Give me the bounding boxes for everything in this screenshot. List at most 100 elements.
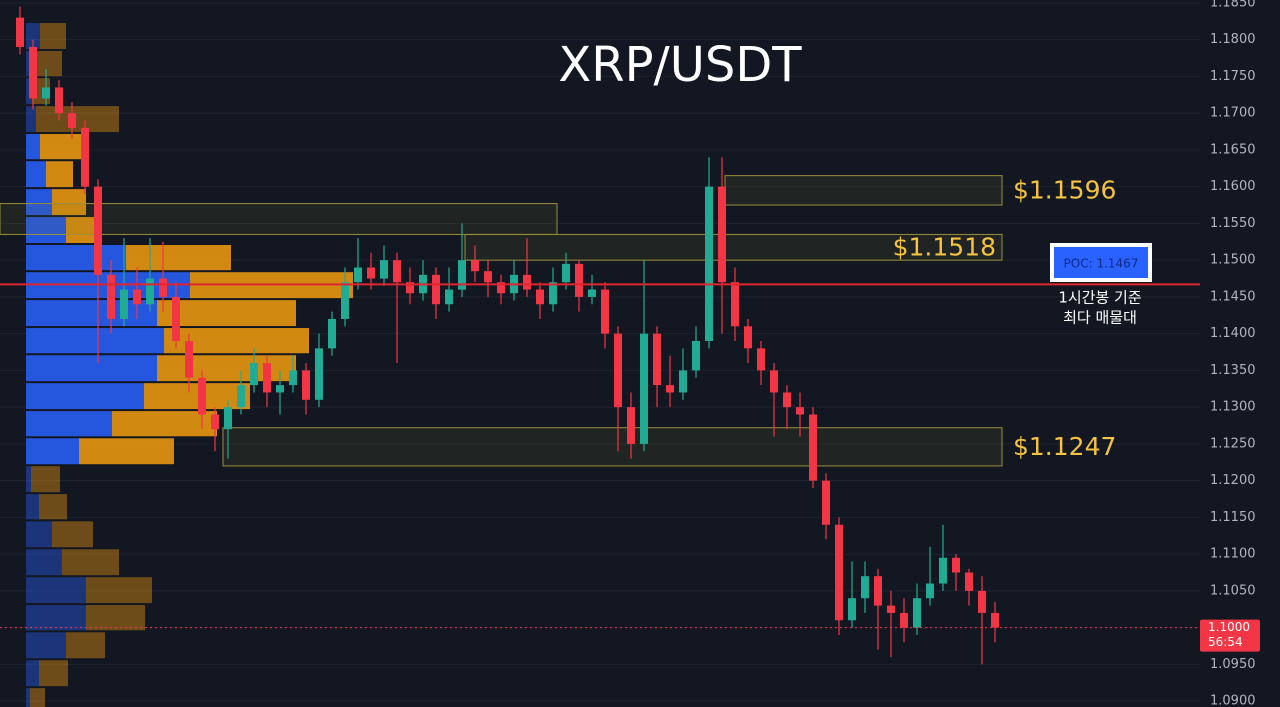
y-tick-label: 1.0950 bbox=[1210, 657, 1256, 672]
profile-sell bbox=[39, 494, 67, 520]
candle-body bbox=[120, 289, 128, 319]
candle-body bbox=[991, 612, 999, 628]
candle-body bbox=[536, 289, 544, 305]
candle-body bbox=[432, 274, 440, 305]
candle-body bbox=[718, 186, 726, 283]
y-tick-label: 1.1850 bbox=[1210, 0, 1256, 10]
candle-body bbox=[614, 333, 622, 408]
candle-body bbox=[861, 576, 869, 599]
candle-body bbox=[640, 333, 648, 444]
candle-body bbox=[315, 348, 323, 400]
profile-buy bbox=[26, 23, 40, 49]
y-tick-label: 1.1350 bbox=[1210, 363, 1256, 378]
profile-sell bbox=[36, 50, 62, 77]
y-tick-label: 1.1500 bbox=[1210, 253, 1256, 268]
profile-sell bbox=[62, 549, 119, 576]
candle-body bbox=[159, 278, 167, 297]
profile-sell bbox=[144, 383, 250, 410]
profile-sell bbox=[52, 189, 86, 216]
candle-body bbox=[900, 612, 908, 628]
candle-body bbox=[107, 274, 115, 319]
profile-sell bbox=[30, 688, 45, 707]
candle-body bbox=[289, 370, 297, 386]
profile-buy bbox=[26, 549, 62, 576]
profile-buy bbox=[26, 605, 86, 631]
candle-body bbox=[445, 289, 453, 305]
candle-body bbox=[601, 289, 609, 334]
candle-body bbox=[744, 326, 752, 349]
profile-buy bbox=[26, 328, 164, 354]
y-tick-label: 1.1150 bbox=[1210, 510, 1256, 525]
profile-buy bbox=[26, 632, 66, 659]
y-tick-label: 1.1400 bbox=[1210, 326, 1256, 341]
profile-sell bbox=[46, 161, 73, 188]
y-tick-label: 1.1300 bbox=[1210, 400, 1256, 415]
y-tick-label: 1.1750 bbox=[1210, 69, 1256, 84]
zone-box bbox=[724, 175, 1003, 206]
candle-body bbox=[367, 267, 375, 279]
chart-title: XRP/USDT bbox=[558, 37, 802, 93]
poc-box bbox=[1054, 247, 1148, 278]
y-tick-label: 1.1250 bbox=[1210, 436, 1256, 451]
y-tick-label: 1.1800 bbox=[1210, 32, 1256, 47]
y-tick-label: 1.1100 bbox=[1210, 547, 1256, 562]
profile-buy bbox=[26, 217, 66, 243]
candle-body bbox=[198, 377, 206, 415]
candle-body bbox=[770, 370, 778, 393]
candle-body bbox=[250, 363, 258, 386]
candle-body bbox=[575, 263, 583, 297]
candle-body bbox=[133, 289, 141, 305]
poc-note: 최다 매물대 bbox=[1063, 309, 1137, 327]
last-price-box bbox=[1200, 619, 1260, 652]
candle-body bbox=[653, 333, 661, 386]
profile-sell bbox=[157, 355, 296, 382]
y-tick-label: 1.1550 bbox=[1210, 216, 1256, 231]
profile-buy bbox=[26, 161, 46, 188]
candle-body bbox=[484, 271, 492, 283]
candle-body bbox=[458, 260, 466, 290]
candle-body bbox=[380, 260, 388, 279]
candle-body bbox=[679, 370, 687, 393]
candle-body bbox=[237, 385, 245, 408]
profile-buy bbox=[26, 134, 40, 160]
zone-box bbox=[464, 233, 1003, 261]
candle-body bbox=[68, 113, 76, 128]
profile-buy bbox=[26, 494, 39, 520]
profile-buy bbox=[26, 189, 52, 216]
profile-sell bbox=[40, 134, 85, 160]
candle-body bbox=[354, 267, 362, 283]
profile-buy bbox=[26, 521, 52, 548]
profile-sell bbox=[36, 106, 119, 133]
candle-body bbox=[42, 87, 50, 99]
candle-body bbox=[94, 186, 102, 275]
candle-body bbox=[848, 598, 856, 621]
y-tick-label: 1.1200 bbox=[1210, 473, 1256, 488]
candle-body bbox=[302, 370, 310, 400]
last-price-label: 1.1000 bbox=[1208, 620, 1250, 634]
candle-body bbox=[224, 407, 232, 430]
candle-body bbox=[497, 282, 505, 294]
profile-sell bbox=[86, 577, 152, 604]
candle-body bbox=[666, 385, 674, 393]
candle-body bbox=[523, 274, 531, 290]
zone-box bbox=[0, 203, 558, 235]
y-tick-label: 1.1450 bbox=[1210, 289, 1256, 304]
candle-body bbox=[809, 414, 817, 481]
profile-buy bbox=[26, 438, 79, 465]
profile-sell bbox=[157, 300, 296, 327]
poc-label: POC: 1.1467 bbox=[1064, 257, 1139, 271]
candle-body bbox=[822, 480, 830, 525]
candle-body bbox=[328, 318, 336, 349]
profile-sell bbox=[39, 660, 68, 687]
profile-buy bbox=[26, 577, 86, 604]
candle-body bbox=[627, 407, 635, 444]
candle-body bbox=[757, 348, 765, 371]
candle-body bbox=[835, 524, 843, 621]
candle-body bbox=[887, 605, 895, 613]
candle-body bbox=[588, 289, 596, 297]
profile-sell bbox=[112, 411, 217, 437]
poc-note: 1시간봉 기준 bbox=[1058, 289, 1142, 307]
price-axis bbox=[1200, 0, 1280, 707]
